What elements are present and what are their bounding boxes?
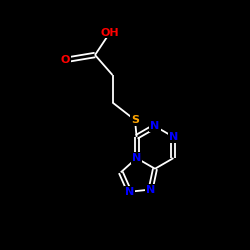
Text: N: N bbox=[169, 132, 178, 142]
Text: N: N bbox=[125, 187, 134, 197]
Text: N: N bbox=[132, 153, 141, 163]
Text: N: N bbox=[146, 184, 155, 194]
Text: N: N bbox=[150, 121, 160, 131]
Text: S: S bbox=[131, 115, 139, 125]
Text: O: O bbox=[60, 55, 70, 65]
Text: OH: OH bbox=[101, 28, 119, 38]
